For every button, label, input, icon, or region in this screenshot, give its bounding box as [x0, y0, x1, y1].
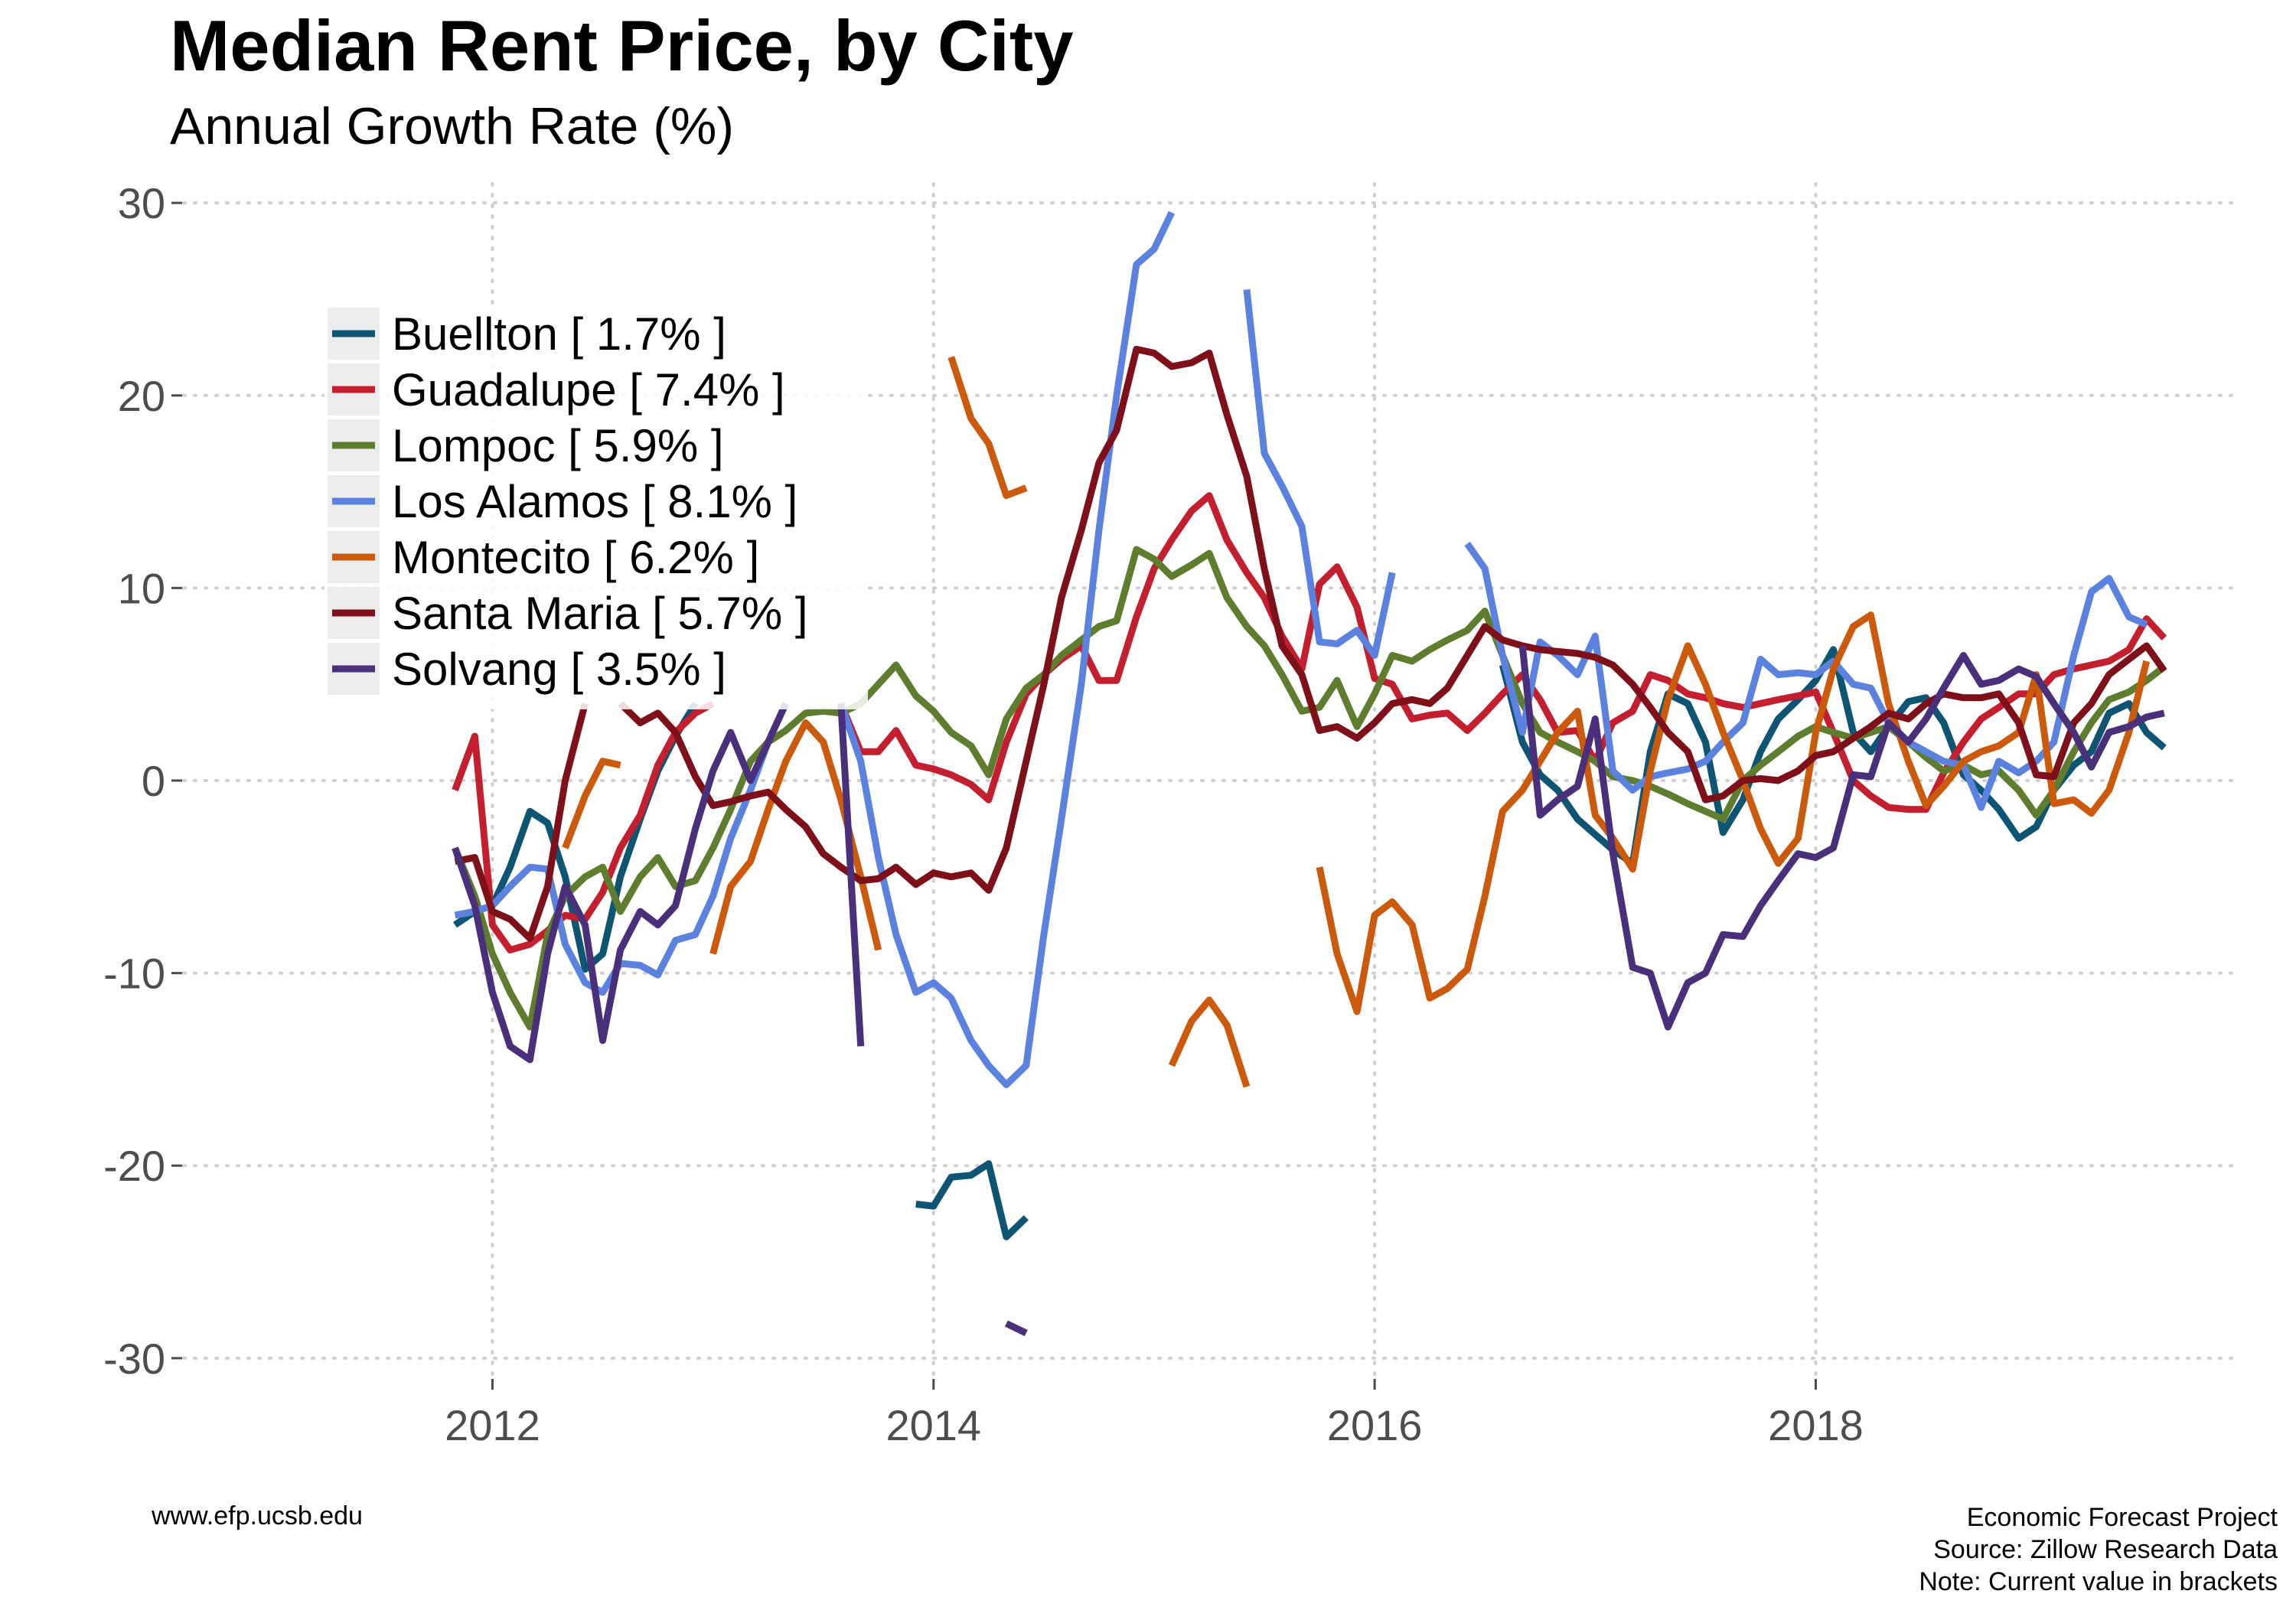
footer-note-line: Note: Current value in brackets [1919, 1567, 2278, 1596]
y-tick-label: -20 [103, 1142, 165, 1190]
x-tick-label: 2016 [1327, 1401, 1423, 1449]
chart-subtitle: Annual Growth Rate (%) [170, 97, 734, 155]
legend: Buellton [ 1.7% ]Guadalupe [ 7.4% ]Lompo… [325, 306, 868, 709]
series-line [452, 702, 789, 1064]
axis-ticks: -30 -20 -10 0 10 20 30 2012 2014 2016 2018 [103, 179, 1864, 1449]
series-line [454, 702, 589, 942]
series [454, 345, 2167, 942]
footer-notes: Economic Forecast Project Source: Zillow… [1919, 1501, 2278, 1598]
chart-title: Median Rent Price, by City [170, 5, 1074, 86]
legend-label: Lompoc [ 5.9% ] [392, 420, 724, 471]
legend-item: Buellton [ 1.7% ] [328, 308, 726, 360]
legend-item: Solvang [ 3.5% ] [328, 643, 726, 695]
legend-item: Guadalupe [ 7.4% ] [328, 363, 785, 416]
series-line [1168, 996, 1251, 1088]
legend-label: Guadalupe [ 7.4% ] [392, 364, 785, 416]
series-line [837, 210, 1176, 1088]
y-tick-label: 30 [118, 179, 165, 227]
y-tick-label: 10 [118, 564, 165, 612]
series-line [915, 1160, 1029, 1240]
footer-website: www.efp.ucsb.edu [152, 1501, 363, 1530]
legend-label: Montecito [ 6.2% ] [392, 532, 759, 583]
legend-label: Santa Maria [ 5.7% ] [392, 588, 808, 639]
series-lines [452, 210, 2167, 1337]
series-line [562, 758, 621, 849]
series-line [1243, 288, 1396, 659]
legend-label: Buellton [ 1.7% ] [392, 308, 726, 360]
series-line [618, 345, 2167, 894]
series-line [1004, 1320, 1028, 1337]
legend-background [325, 306, 868, 709]
legend-item: Santa Maria [ 5.7% ] [328, 587, 808, 639]
footer-note-line: Economic Forecast Project [1966, 1503, 2278, 1532]
x-tick-label: 2012 [445, 1401, 540, 1449]
y-tick-label: 0 [142, 757, 165, 805]
footer-note-line: Source: Zillow Research Data [1933, 1535, 2278, 1564]
y-tick-label: 20 [118, 372, 165, 420]
series-line [1518, 645, 2165, 1031]
legend-item: Montecito [ 6.2% ] [328, 531, 759, 583]
y-tick-label: -30 [103, 1335, 165, 1383]
series-line [837, 703, 865, 1047]
series [452, 645, 2165, 1337]
x-tick-label: 2014 [885, 1401, 981, 1449]
x-tick-label: 2018 [1768, 1401, 1864, 1449]
legend-item: Los Alamos [ 8.1% ] [328, 475, 797, 527]
legend-label: Solvang [ 3.5% ] [392, 644, 726, 695]
series-line [947, 356, 1028, 500]
legend-item: Lompoc [ 5.9% ] [328, 419, 724, 471]
series-line [1316, 611, 2151, 1015]
legend-label: Los Alamos [ 8.1% ] [392, 476, 797, 527]
y-tick-label: -10 [103, 950, 165, 998]
